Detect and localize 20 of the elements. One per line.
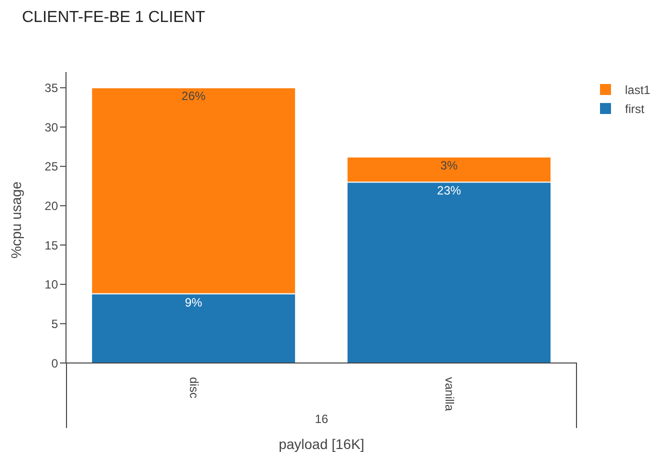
- text: 16: [314, 412, 328, 426]
- y-tick-label: 5: [51, 316, 58, 331]
- y-tick-label: 10: [44, 278, 58, 292]
- data-label: 26%: [182, 89, 206, 104]
- y-tick-label: 15: [44, 238, 58, 252]
- y-axis-title: %cpu usage: [8, 181, 24, 259]
- legend-label: first: [625, 102, 644, 116]
- legend-label: last1: [625, 82, 650, 96]
- y-tick-label: 35: [44, 80, 58, 95]
- y-tick-label: 20: [44, 198, 58, 213]
- x-tick-label: disc: [186, 377, 201, 398]
- data-label: 3%: [440, 158, 458, 172]
- chart-title: CLIENT-FE-BE 1 CLIENT: [22, 9, 206, 27]
- x-axis-title: payload [16K]: [278, 436, 364, 452]
- y-tick-label: 0: [51, 356, 58, 370]
- x-tick-label: vanilla: [442, 377, 456, 412]
- data-label: 9%: [184, 295, 203, 310]
- y-tick-label: 30: [44, 120, 58, 134]
- data-label: 23%: [437, 184, 462, 198]
- y-tick-label: 25: [44, 160, 58, 174]
